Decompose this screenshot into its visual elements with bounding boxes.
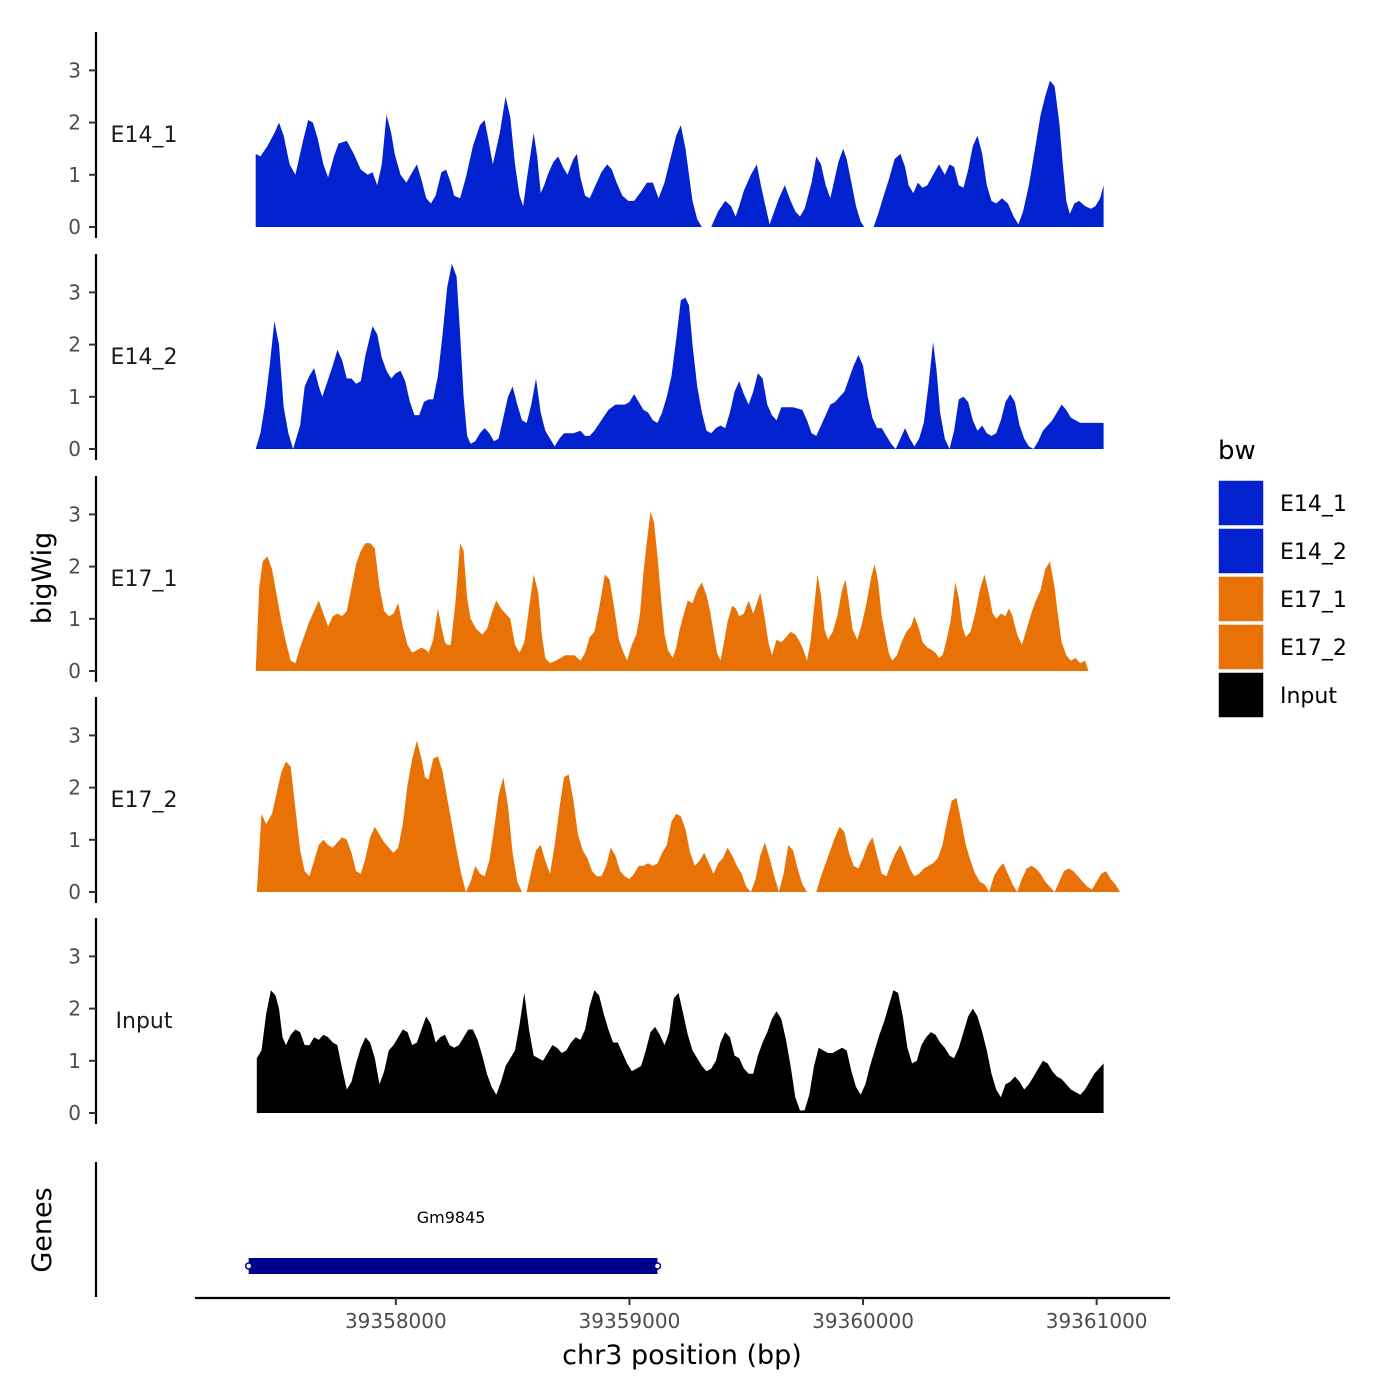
- track-E17_2: 0 1 2 3 E17_2: [68, 697, 1120, 904]
- y-tick-label: 0: [68, 659, 81, 683]
- genes-axis-title: Genes: [27, 1187, 58, 1272]
- y-tick-label: 2: [68, 555, 81, 579]
- x-tick-label: 39359000: [579, 1309, 681, 1333]
- x-tick-label: 39361000: [1046, 1309, 1148, 1333]
- y-tick-label: 2: [68, 333, 81, 357]
- track-label: E17_1: [111, 567, 178, 592]
- y-tick-label: 3: [68, 280, 81, 304]
- y-tick-label: 0: [68, 437, 81, 461]
- track-Input: 0 1 2 3 Input: [68, 918, 1104, 1125]
- signal-area-E17_1: [255, 511, 1089, 671]
- legend-key-E14_2: [1217, 527, 1265, 575]
- track-E14_1: 0 1 2 3 E14_1: [68, 32, 1104, 239]
- y-tick-label: 2: [68, 997, 81, 1021]
- legend-label: E17_2: [1280, 636, 1347, 661]
- track-E14_2: 0 1 2 3 E14_2: [68, 254, 1104, 461]
- gene-body-Gm9845: [248, 1258, 658, 1274]
- track-E17_1: 0 1 2 3 E17_1: [68, 476, 1089, 683]
- gene-end-marker: [653, 1262, 662, 1270]
- y-tick-label: 0: [68, 880, 81, 904]
- genes-panel: Genes Gm9845: [27, 1162, 662, 1297]
- x-tick-label: 39360000: [812, 1309, 914, 1333]
- signal-area-E14_1: [255, 80, 1104, 227]
- legend-title: bw: [1218, 436, 1256, 466]
- signal-area-E17_2: [256, 740, 1120, 892]
- x-axis: chr3 position (bp) 39358000 39359000 39360…: [195, 1296, 1170, 1371]
- y-tick-label: 3: [68, 723, 81, 747]
- y-axis-title: bigWig: [27, 532, 58, 625]
- y-tick-label: 1: [68, 163, 81, 187]
- signal-area-E14_2: [255, 263, 1104, 449]
- track-label: E14_2: [111, 345, 178, 370]
- track-label: E14_1: [111, 123, 178, 148]
- legend-label: E17_1: [1280, 588, 1347, 613]
- y-tick-label: 3: [68, 502, 81, 526]
- legend-key-Input: [1217, 671, 1265, 719]
- y-tick-label: 1: [68, 607, 81, 631]
- y-tick-label: 2: [68, 776, 81, 800]
- signal-area-Input: [256, 990, 1104, 1113]
- signal-tracks: 0 1 2 3 E14_1 0 1 2 3 E14_2 0 1 2 3 E17_1 0 1 2 3 E17_2 0 1 2 3…: [68, 32, 1120, 1125]
- y-tick-label: 1: [68, 1049, 81, 1073]
- x-axis-title: chr3 position (bp): [562, 1340, 802, 1371]
- y-tick-label: 3: [68, 58, 81, 82]
- x-tick-label: 39358000: [345, 1309, 447, 1333]
- legend-key-E17_2: [1217, 623, 1265, 671]
- legend-label: E14_2: [1280, 540, 1347, 565]
- legend: bw E14_1 E14_2 E17_1 E17_2 Input: [1217, 436, 1347, 719]
- y-tick-label: 0: [68, 1101, 81, 1125]
- gene-start-marker: [244, 1262, 253, 1270]
- y-tick-label: 2: [68, 111, 81, 135]
- legend-key-E17_1: [1217, 575, 1265, 623]
- y-tick-label: 0: [68, 215, 81, 239]
- legend-label: E14_1: [1280, 492, 1347, 517]
- legend-key-E14_1: [1217, 479, 1265, 527]
- y-tick-label: 1: [68, 828, 81, 852]
- track-label: E17_2: [111, 788, 178, 813]
- track-label: Input: [116, 1009, 173, 1034]
- gene-label: Gm9845: [417, 1208, 486, 1227]
- y-tick-label: 3: [68, 944, 81, 968]
- legend-label: Input: [1280, 684, 1337, 709]
- y-tick-label: 1: [68, 385, 81, 409]
